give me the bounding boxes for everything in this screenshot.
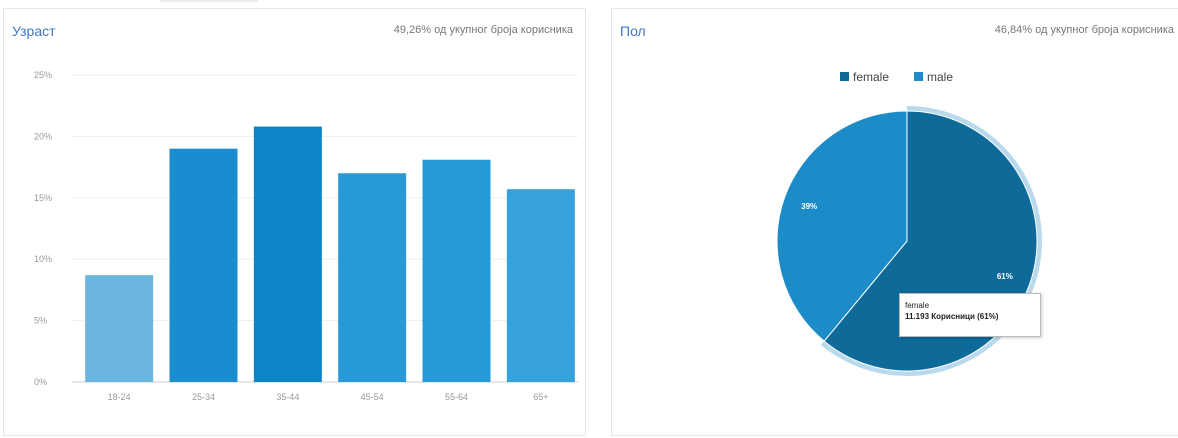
pie-tooltip: female 11.193 Корисници (61%) [899,293,1041,337]
slice-label-male: 39% [801,202,817,211]
y-tick-label: 5% [34,316,47,326]
bar-18-24[interactable] [85,275,154,382]
y-tick-label: 10% [34,254,52,264]
age-panel-subtitle: 49,26% од укупног броја корисника [393,24,573,36]
bar-45-54[interactable] [338,173,407,382]
x-tick-label: 55-64 [445,392,468,402]
gender-panel-title: Пол [620,23,646,39]
legend-swatch-female [840,72,849,81]
slice-label-female: 61% [997,272,1013,281]
bar-55-64[interactable] [422,159,491,382]
x-tick-label: 18-24 [108,392,131,402]
y-tick-label: 20% [34,131,52,141]
top-accent-line [160,0,258,2]
tooltip-value: 11.193 Корисници (61%) [905,312,999,321]
tooltip-category: female [905,301,930,310]
gender-panel-subtitle: 46,84% од укупног броја корисника [994,24,1174,36]
x-tick-label: 25-34 [192,392,215,402]
bar-65+[interactable] [506,189,575,382]
x-tick-label: 45-54 [361,392,384,402]
legend-label-male[interactable]: male [927,70,953,84]
y-tick-label: 0% [34,377,47,387]
y-tick-label: 15% [34,193,52,203]
bar-35-44[interactable] [253,126,322,383]
slice-male[interactable] [776,110,908,342]
age-panel-title: Узраст [12,23,56,39]
x-tick-label: 65+ [533,392,548,402]
legend-label-female[interactable]: female [853,70,889,84]
bar-25-34[interactable] [169,148,238,382]
legend-swatch-male [914,72,923,81]
y-tick-label: 25% [34,70,52,80]
x-tick-label: 35-44 [276,392,299,402]
